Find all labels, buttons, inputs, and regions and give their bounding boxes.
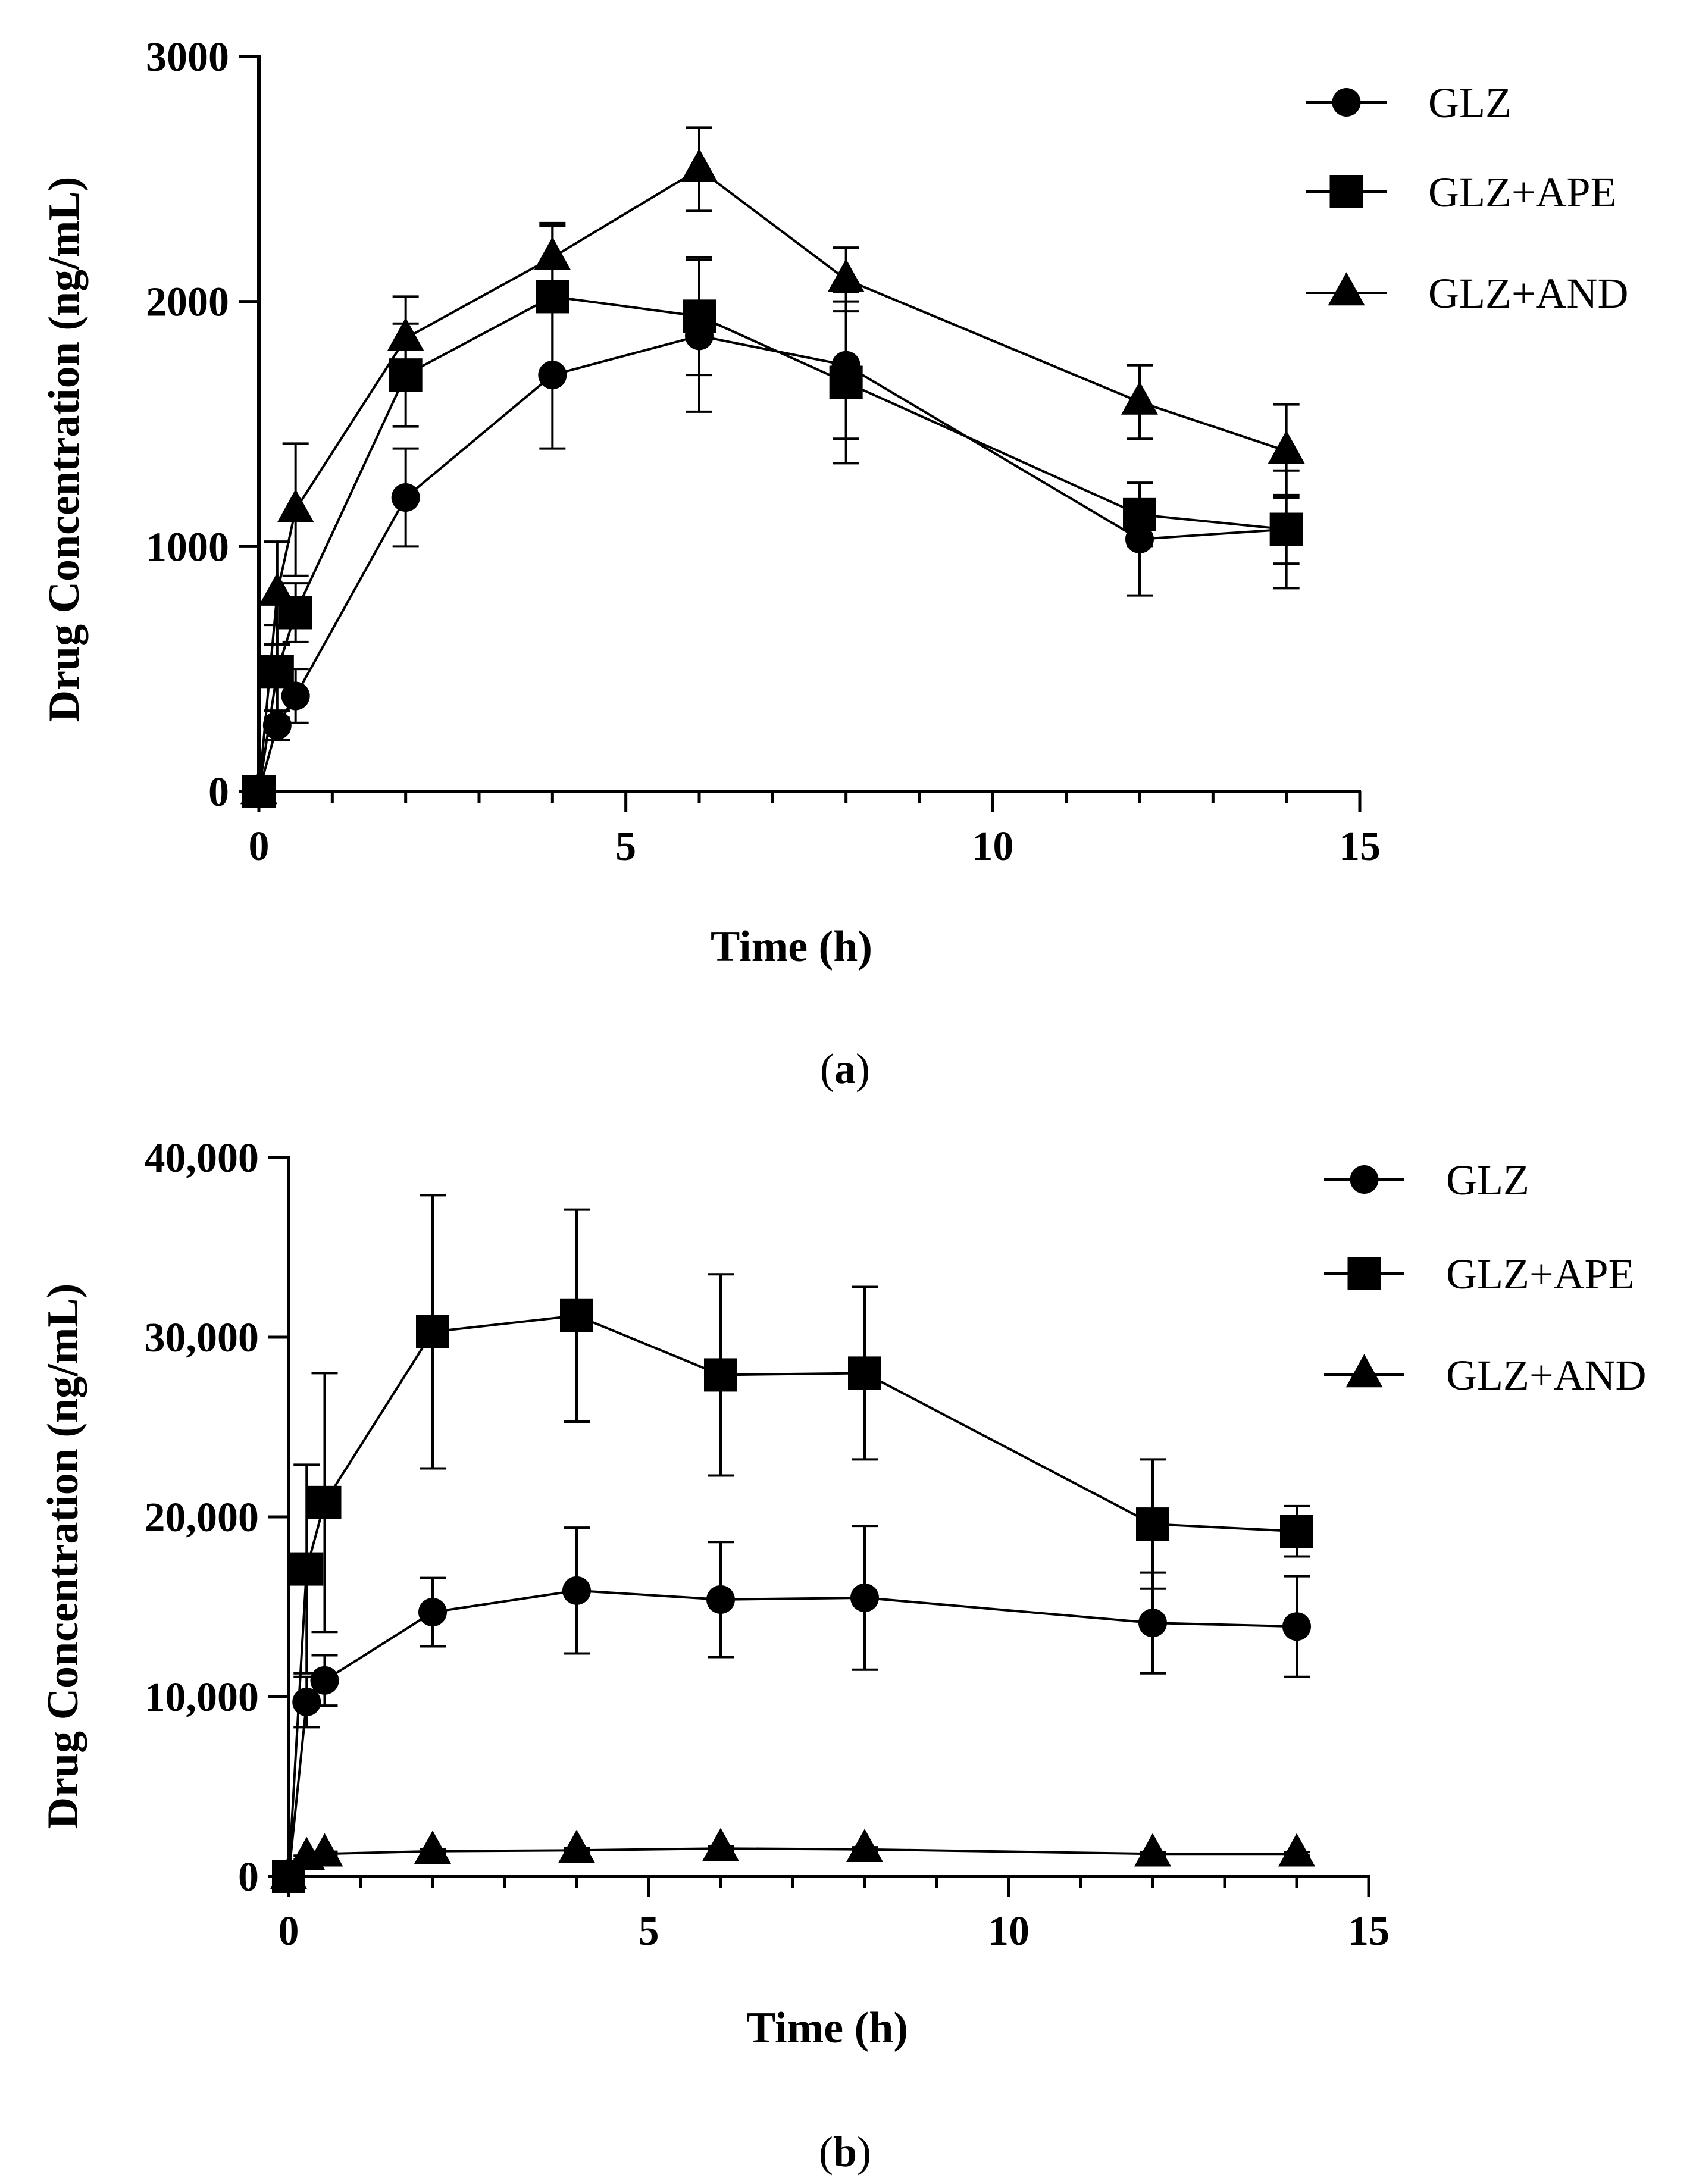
panel-a-x-tick-label: 15 — [1339, 824, 1381, 869]
chart-panel-b: 0 5 10 15 0 10,000 20,000 30,000 40,000 Time (h)… — [39, 1135, 1647, 2176]
panel-a-legend-label: GLZ+AND — [1428, 270, 1629, 317]
panel-b-x-tick-label: 10 — [988, 1908, 1030, 1954]
panel-a-data-point-triangle — [258, 572, 296, 606]
panel-b-data-point-circle — [310, 1666, 339, 1695]
panel-a-series — [240, 126, 1305, 808]
panel-a-legend-marker-triangle — [1328, 272, 1365, 306]
panel-a-caption-letter: a — [834, 1045, 856, 1093]
panel-b-legend-marker-square — [1347, 1257, 1381, 1290]
panel-a-data-point-triangle — [277, 489, 314, 522]
panel-b-y-tick-label: 20,000 — [145, 1495, 259, 1541]
panel-a-data-point-triangle — [1121, 381, 1158, 415]
panel-b-data-point-square — [308, 1485, 342, 1519]
panel-a-legend-entry: GLZ+APE — [1306, 168, 1617, 216]
panel-a-y-axis-title: Drug Concentration (ng/mL) — [40, 177, 89, 722]
panel-b-x-tick-label: 5 — [639, 1908, 659, 1954]
panel-b-caption-letter: b — [833, 2128, 857, 2176]
panel-b-legend-marker-circle — [1350, 1165, 1379, 1194]
panel-b-legend-label: GLZ — [1446, 1156, 1529, 1204]
chart-panel-a: 0 5 10 15 0 1000 2000 3000 Time (h) Drug Concen… — [40, 35, 1629, 1093]
panel-a-y-tick-label: 3000 — [146, 35, 229, 80]
panel-b-data-point-square — [1280, 1515, 1313, 1548]
panel-b-data-point-triangle — [270, 1856, 307, 1889]
panel-b-data-point-circle — [1138, 1609, 1167, 1638]
panel-a-legend-entry: GLZ+AND — [1306, 270, 1629, 317]
panel-b-legend-label: GLZ+APE — [1446, 1250, 1635, 1298]
panel-b-legend-entry: GLZ — [1324, 1156, 1529, 1204]
panel-a-axes — [257, 55, 1361, 793]
panel-a-data-point-circle — [391, 483, 420, 512]
panel-a-data-point-triangle — [681, 148, 718, 182]
panel-b-caption: (b) — [819, 2128, 871, 2176]
panel-a-legend-entry: GLZ — [1306, 79, 1512, 127]
panel-b-legend-label: GLZ+AND — [1446, 1351, 1647, 1399]
panel-a-data-point-square — [829, 365, 863, 399]
panel-a-x-tick-label: 10 — [972, 824, 1013, 869]
panel-a-legend-marker-square — [1329, 175, 1363, 208]
panel-b-data-point-square — [848, 1356, 881, 1390]
panel-b-y-tick-label: 40,000 — [145, 1135, 259, 1181]
panel-a-data-point-square — [260, 655, 294, 689]
panel-a-x-axis-title: Time (h) — [711, 922, 872, 971]
panel-a-x-tick-label: 5 — [615, 824, 636, 869]
panel-b-data-point-circle — [706, 1585, 735, 1614]
panel-b-data-point-circle — [850, 1583, 879, 1612]
panel-b-data-point-triangle — [702, 1828, 739, 1861]
panel-a-data-point-square — [683, 299, 716, 333]
panel-a-ticks: 0 5 10 15 0 1000 2000 3000 — [146, 35, 1381, 869]
panel-a-legend-label: GLZ — [1428, 79, 1512, 127]
panel-b-data-point-triangle — [414, 1831, 451, 1864]
panel-b-data-point-triangle — [1278, 1833, 1315, 1867]
panel-b-y-axis-title: Drug Concentration (ng/mL) — [39, 1284, 87, 1829]
panel-b-y-tick-label: 0 — [238, 1854, 259, 1900]
panel-b-data-point-square — [290, 1552, 324, 1586]
panel-b-series-triangle — [270, 1828, 1315, 1889]
panel-a-y-tick-label: 0 — [208, 769, 229, 815]
panel-b-x-tick-label: 0 — [279, 1908, 299, 1954]
panel-a-y-tick-label: 2000 — [146, 280, 229, 326]
panel-a-series-triangle — [240, 126, 1305, 805]
panel-b-data-point-triangle — [306, 1833, 343, 1867]
panel-a-data-point-square — [1123, 497, 1156, 531]
panel-a-legend-marker-circle — [1332, 88, 1361, 117]
panel-b-x-tick-label: 15 — [1348, 1908, 1390, 1954]
panel-a-data-point-triangle — [240, 771, 277, 805]
panel-b-data-point-square — [560, 1298, 593, 1332]
panel-b-data-point-circle — [1282, 1612, 1311, 1641]
panel-b-data-point-circle — [562, 1576, 591, 1605]
panel-a-data-point-circle — [538, 361, 567, 390]
panel-b-data-point-triangle — [846, 1828, 883, 1862]
panel-b-data-point-square — [704, 1358, 737, 1392]
panel-a-data-point-circle — [281, 681, 310, 711]
panel-b-ticks: 0 5 10 15 0 10,000 20,000 30,000 40,000 — [145, 1135, 1390, 1954]
panel-b-legend-entry: GLZ+APE — [1324, 1250, 1635, 1298]
panel-b-legend-entry: GLZ+AND — [1324, 1351, 1647, 1399]
panel-b-data-point-triangle — [558, 1829, 595, 1863]
panel-b-data-point-square — [1136, 1507, 1169, 1541]
panel-b-legend-marker-triangle — [1345, 1354, 1383, 1388]
panel-a-data-point-triangle — [827, 258, 865, 292]
panel-b-legend: GLZ GLZ+APE GLZ+AND — [1324, 1156, 1647, 1399]
panel-a-caption: (a) — [820, 1045, 870, 1093]
panel-b-x-axis-title: Time (h) — [746, 2004, 908, 2052]
panel-a-data-point-triangle — [387, 317, 424, 351]
panel-a-series-square — [242, 221, 1303, 808]
panel-a-x-tick-label: 0 — [249, 824, 270, 869]
panel-b-data-point-square — [416, 1315, 449, 1348]
panel-a-data-point-triangle — [1268, 430, 1305, 464]
panel-b-data-point-triangle — [1134, 1833, 1171, 1867]
panel-a-legend: GLZ GLZ+APE GLZ+AND — [1306, 79, 1629, 317]
panel-a-data-point-square — [1269, 512, 1303, 546]
panel-b-data-point-circle — [418, 1598, 447, 1627]
panel-a-data-point-triangle — [534, 236, 571, 270]
panel-b-y-tick-label: 10,000 — [145, 1675, 259, 1720]
panel-b-series — [270, 1194, 1315, 1893]
panel-a-legend-label: GLZ+APE — [1428, 168, 1617, 216]
panel-b-y-tick-label: 30,000 — [145, 1315, 259, 1361]
panel-a-y-tick-label: 1000 — [146, 524, 229, 570]
